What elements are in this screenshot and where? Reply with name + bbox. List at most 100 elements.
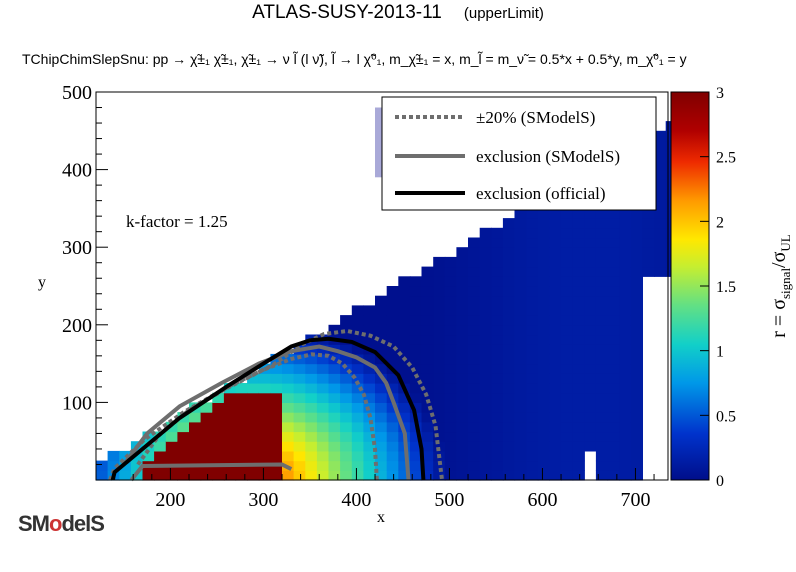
heatmap-cell — [619, 208, 632, 219]
heatmap-cell — [526, 470, 539, 481]
heatmap-cell — [456, 412, 469, 423]
heatmap-cell — [630, 460, 643, 471]
y-tick-label: 500 — [62, 82, 92, 104]
heatmap-cell — [607, 460, 620, 471]
heatmap-cell — [316, 431, 330, 442]
heatmap-cell — [537, 237, 550, 248]
heatmap-cell — [514, 256, 527, 268]
heatmap-cell — [502, 315, 516, 326]
heatmap-cell — [630, 470, 643, 481]
heatmap-cell — [595, 227, 609, 239]
heatmap-cell — [607, 353, 620, 365]
heatmap-cell — [351, 305, 364, 316]
heatmap-cell — [572, 363, 585, 374]
heatmap-cell — [375, 450, 388, 462]
heatmap-cell — [398, 470, 411, 481]
heatmap-cell — [351, 363, 364, 374]
heatmap-cell — [316, 412, 330, 423]
heatmap-cell — [537, 286, 550, 297]
heatmap-cell — [491, 266, 504, 277]
heatmap-cell — [479, 402, 492, 413]
heatmap-cell — [479, 305, 492, 316]
heatmap-cell — [305, 431, 318, 442]
heatmap-cell — [526, 208, 539, 219]
heatmap-cell — [537, 344, 550, 355]
heatmap-cell — [537, 431, 550, 442]
heatmap-cell — [502, 276, 516, 287]
heatmap-cell — [421, 266, 434, 277]
heatmap-cell — [444, 431, 457, 442]
heatmap-cell — [607, 266, 620, 277]
heatmap-cell — [154, 450, 167, 462]
heatmap-cell — [561, 441, 574, 452]
heatmap-cell — [619, 421, 632, 433]
heatmap-cell — [584, 353, 597, 365]
heatmap-cell — [491, 344, 504, 355]
heatmap-cell — [630, 315, 643, 326]
heatmap-cell — [235, 441, 248, 452]
heatmap-cell — [444, 383, 457, 394]
heatmap-cell — [642, 266, 655, 277]
heatmap-cell — [340, 421, 353, 433]
heatmap-cell — [549, 324, 562, 336]
z-tick-label: 2.5 — [716, 150, 736, 167]
heatmap-cell — [386, 412, 399, 423]
heatmap-cell — [223, 412, 237, 423]
heatmap-cell — [572, 392, 585, 403]
heatmap-cell — [247, 383, 260, 394]
heatmap-cell — [235, 421, 248, 433]
heatmap-cell — [619, 295, 632, 306]
heatmap-cell — [549, 315, 562, 326]
heatmap-cell — [468, 266, 481, 277]
heatmap-cell — [595, 392, 609, 403]
color-bar-label: r = σsignal/σUL — [768, 234, 793, 338]
heatmap-cell — [375, 441, 388, 452]
heatmap-cell — [526, 295, 539, 306]
heatmap-cell — [549, 286, 562, 297]
heatmap-cell — [165, 431, 178, 442]
heatmap-cell — [561, 431, 574, 442]
heatmap-cell — [351, 421, 364, 433]
heatmap-cell — [537, 276, 550, 287]
heatmap-cell — [293, 441, 306, 452]
heatmap-cell — [421, 441, 434, 452]
heatmap-cell — [654, 189, 667, 200]
heatmap-cell — [619, 266, 632, 277]
heatmap-cell — [363, 373, 376, 384]
heatmap-cell — [468, 247, 481, 258]
heatmap-cell — [107, 460, 120, 471]
heatmap-cell — [549, 450, 562, 462]
heatmap-cell — [537, 295, 550, 306]
heatmap-cell — [235, 383, 248, 394]
heatmap-cell — [444, 344, 457, 355]
heatmap-cell — [235, 392, 248, 403]
heatmap-cell — [514, 373, 527, 384]
heatmap-cell — [316, 421, 330, 433]
heatmap-cell — [619, 315, 632, 326]
heatmap-cell — [537, 383, 550, 394]
heatmap-cell — [479, 247, 492, 258]
heatmap-cell — [502, 383, 516, 394]
x-tick-label: 200 — [155, 489, 185, 511]
heatmap-cell — [305, 450, 318, 462]
heatmap-cell — [561, 315, 574, 326]
heatmap-cell — [630, 305, 643, 316]
heatmap-cell — [561, 305, 574, 316]
heatmap-cell — [456, 383, 469, 394]
heatmap-cell — [514, 276, 527, 287]
heatmap-cell — [444, 286, 457, 297]
heatmap-cell — [409, 431, 423, 442]
heatmap-cell — [468, 324, 481, 336]
smodels-logo: SModelS — [18, 511, 105, 536]
heatmap-cell — [537, 334, 550, 345]
plus-20-curve — [108, 328, 444, 481]
heatmap-cell — [595, 441, 609, 452]
heatmap-cell — [375, 334, 388, 345]
heatmap-cell — [584, 421, 597, 433]
heatmap-cell — [444, 305, 457, 316]
heatmap-cell — [468, 383, 481, 394]
heatmap-cell — [328, 470, 341, 481]
heatmap-cell — [479, 431, 492, 442]
heatmap-cell — [468, 431, 481, 442]
heatmap-cell — [537, 373, 550, 384]
